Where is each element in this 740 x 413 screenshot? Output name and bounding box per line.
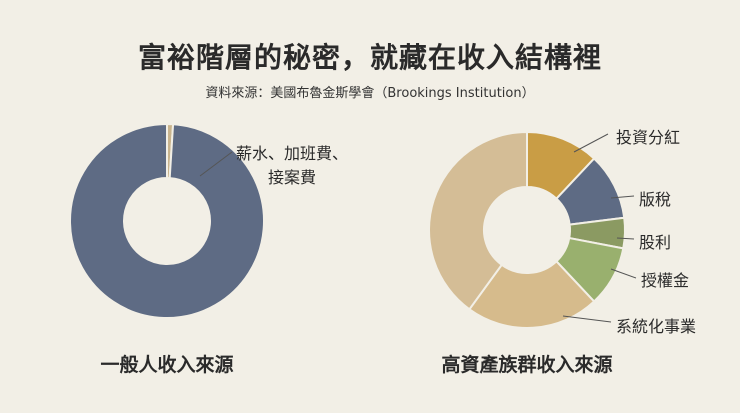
- donut-0-slice-1: [69, 122, 266, 319]
- donut-1-label-2: 股利: [639, 233, 672, 252]
- donut-1-slice-5: [428, 130, 528, 311]
- donut-1-slice-4: [467, 259, 596, 329]
- donut-1-label-4: 系統化事業: [616, 317, 697, 336]
- donut-1-leader-4: [562, 315, 612, 323]
- source-note: 資料來源：美國布魯金斯學會（Brookings Institution）: [205, 86, 535, 101]
- donut-1-label-3: 授權金: [641, 271, 690, 290]
- donut-1-leader-2: [616, 237, 635, 240]
- page-title: 富裕階層的秘密，就藏在收入結構裡: [137, 41, 602, 74]
- donut-0-label-1: 薪水、加班費、 接案費: [236, 144, 349, 187]
- donut-1-leader-1: [610, 195, 635, 199]
- donut-1-label-0: 投資分紅: [616, 128, 681, 147]
- donut-1-label-1: 版稅: [639, 190, 672, 209]
- donut-0-leader-1: [199, 151, 233, 177]
- donut-1-caption: 高資產族群收入來源: [441, 354, 613, 376]
- donut-1-leader-3: [610, 268, 637, 279]
- donut-0-caption: 一般人收入來源: [100, 354, 234, 376]
- donut-1-leader-0: [573, 133, 609, 153]
